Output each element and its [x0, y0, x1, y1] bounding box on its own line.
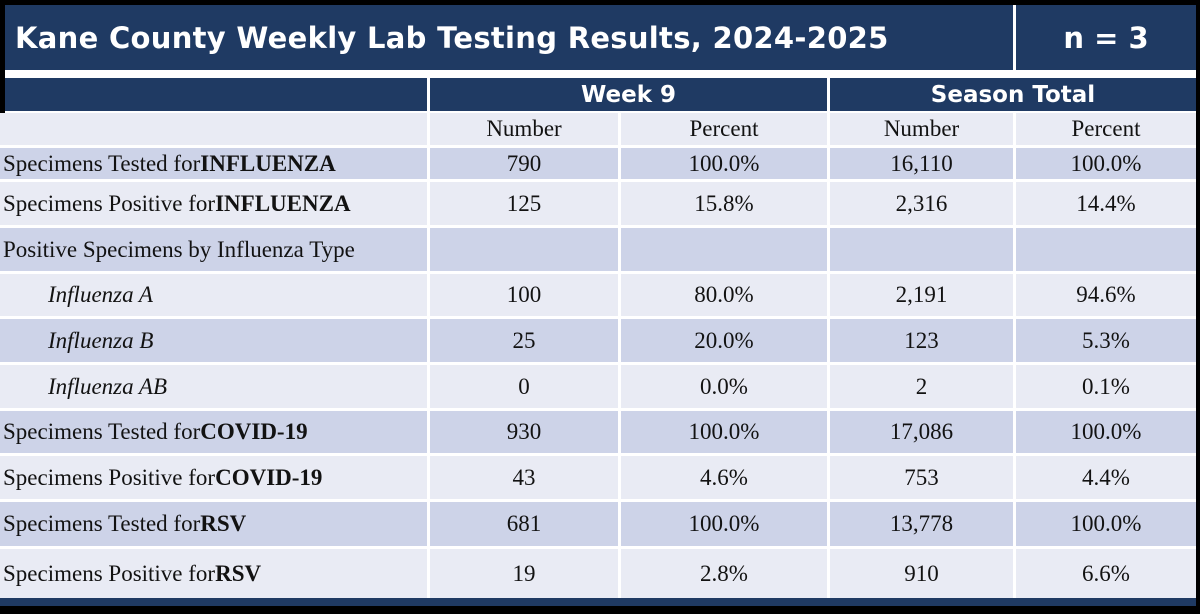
row-label: Influenza A — [0, 274, 427, 316]
cell-value: 123 — [830, 319, 1013, 362]
cell-value: 100.0% — [1016, 411, 1196, 453]
cell-value: 94.6% — [1016, 274, 1196, 316]
cell-value — [830, 228, 1013, 271]
row-label: Specimens Positive for RSV — [0, 549, 427, 598]
title-gap — [5, 70, 1196, 78]
cell-value: 0 — [430, 365, 618, 408]
col-group-week: Week 9 — [580, 81, 677, 108]
cell-value: 2 — [830, 365, 1013, 408]
row-label-text: Influenza B — [48, 327, 154, 353]
cell-value: 100.0% — [621, 411, 827, 453]
cell-value: 4.6% — [621, 456, 827, 499]
row-label-text: Positive Specimens by Influenza Type — [3, 236, 355, 262]
subheader-season-percent: Percent — [1016, 113, 1196, 145]
cell-value — [621, 228, 827, 271]
cell-value: 4.4% — [1016, 456, 1196, 499]
cell-value — [1016, 228, 1196, 271]
title-divider — [1013, 5, 1016, 70]
sample-count-badge: n = 3 — [1063, 20, 1149, 55]
cell-value: 100.0% — [1016, 502, 1196, 546]
row-label-bold: INFLUENZA — [215, 190, 351, 216]
row-label-text: Influenza A — [48, 282, 153, 307]
subheader-week-percent: Percent — [621, 113, 827, 145]
table-bottom-border — [0, 598, 1196, 606]
row-label-text: Specimens Tested for — [3, 511, 201, 536]
row-label-bold: COVID-19 — [215, 464, 323, 490]
title-bar: Kane County Weekly Lab Testing Results, … — [5, 5, 1196, 70]
row-label-text: Specimens Tested for — [3, 419, 201, 444]
header-divider-2 — [827, 78, 830, 111]
page-title: Kane County Weekly Lab Testing Results, … — [15, 20, 889, 55]
cell-value: 2.8% — [621, 549, 827, 598]
cell-value: 100 — [430, 274, 618, 316]
row-label: Specimens Tested for INFLUENZA — [0, 148, 427, 179]
cell-value: 100.0% — [1016, 148, 1196, 179]
cell-value: 125 — [430, 182, 618, 225]
row-label-text: Specimens Positive for — [3, 464, 216, 490]
row-label-text: Specimens Positive for — [3, 560, 216, 586]
cell-value: 80.0% — [621, 274, 827, 316]
cell-value: 930 — [430, 411, 618, 453]
cell-value: 15.8% — [621, 182, 827, 225]
subheader-week-number: Number — [430, 113, 618, 145]
cell-value: 790 — [430, 148, 618, 179]
column-group-header: Week 9 Season Total — [5, 78, 1196, 113]
row-label: Specimens Tested for COVID-19 — [0, 411, 427, 453]
cell-value: 910 — [830, 549, 1013, 598]
section-row-label: Positive Specimens by Influenza Type — [0, 228, 427, 271]
cell-value: 43 — [430, 456, 618, 499]
row-label-bold: RSV — [200, 511, 247, 536]
cell-value: 5.3% — [1016, 319, 1196, 362]
row-label-text: Influenza AB — [48, 373, 168, 399]
cell-value: 2,316 — [830, 182, 1013, 225]
row-label: Specimens Positive for INFLUENZA — [0, 182, 427, 225]
col-group-season: Season Total — [930, 81, 1096, 108]
subheader-spacer — [0, 113, 427, 145]
row-label: Influenza B — [0, 319, 427, 362]
cell-value: 6.6% — [1016, 549, 1196, 598]
header-spacer — [5, 78, 427, 111]
row-label: Specimens Positive for COVID-19 — [0, 456, 427, 499]
lab-results-table: Number Percent Number Percent Specimens … — [0, 113, 1196, 598]
cell-value — [430, 228, 618, 271]
row-label-text: Specimens Tested for — [3, 150, 201, 176]
subheader-season-number: Number — [830, 113, 1013, 145]
row-label-bold: COVID-19 — [200, 419, 308, 444]
row-label: Specimens Tested for RSV — [0, 502, 427, 546]
row-label-bold: RSV — [215, 560, 262, 586]
cell-value: 681 — [430, 502, 618, 546]
cell-value: 17,086 — [830, 411, 1013, 453]
cell-value: 100.0% — [621, 148, 827, 179]
cell-value: 2,191 — [830, 274, 1013, 316]
row-label: Influenza AB — [0, 365, 427, 408]
cell-value: 16,110 — [830, 148, 1013, 179]
cell-value: 25 — [430, 319, 618, 362]
row-label-text: Specimens Positive for — [3, 190, 216, 216]
cell-value: 0.0% — [621, 365, 827, 408]
cell-value: 13,778 — [830, 502, 1013, 546]
row-label-bold: INFLUENZA — [200, 150, 336, 176]
header-divider-1 — [427, 78, 430, 111]
cell-value: 753 — [830, 456, 1013, 499]
cell-value: 100.0% — [621, 502, 827, 546]
cell-value: 19 — [430, 549, 618, 598]
cell-value: 0.1% — [1016, 365, 1196, 408]
cell-value: 20.0% — [621, 319, 827, 362]
cell-value: 14.4% — [1016, 182, 1196, 225]
